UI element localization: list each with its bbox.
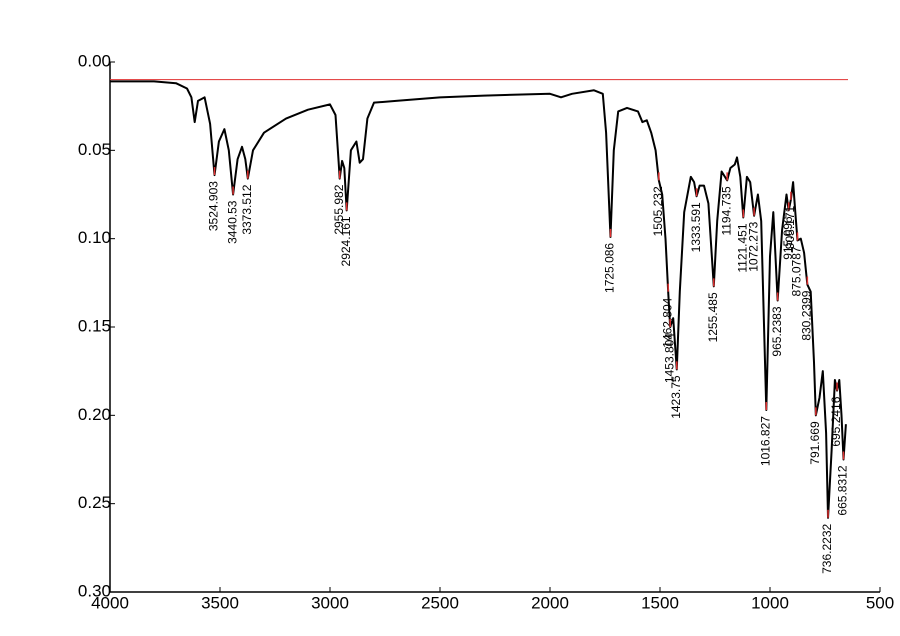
y-tick-label: 0.00 (78, 51, 111, 70)
x-tick-label: 4000 (91, 593, 129, 612)
y-tick-label: 0.25 (78, 493, 111, 512)
x-tick-label: 3000 (311, 593, 349, 612)
peak-label: 1333.591 (689, 202, 703, 252)
y-tick-label: 0.15 (78, 316, 111, 335)
peak-label: 1453.804 (662, 333, 676, 383)
peak-label: 3440.53 (225, 200, 239, 244)
peak-label: 915.096 (781, 216, 795, 260)
peak-label: 1462.804 (660, 297, 674, 347)
peak-label: 905.171 (783, 205, 797, 249)
y-tick-label: 0.20 (78, 405, 111, 424)
y-tick-label: 0.30 (78, 581, 111, 600)
peak-label: 875.0787 (790, 246, 804, 296)
peak-label: 3373.512 (240, 184, 254, 234)
peak-label: 965.2383 (770, 306, 784, 356)
peak-label: 3524.903 (207, 181, 221, 231)
x-tick-label: 2000 (531, 593, 569, 612)
x-tick-label: 1000 (751, 593, 789, 612)
x-tick-label: 500 (866, 593, 894, 612)
peak-label: 1505.232 (651, 186, 665, 236)
x-tick-label: 3500 (201, 593, 239, 612)
spectrum-line (110, 80, 847, 519)
peak-label: 1725.086 (603, 243, 617, 293)
peak-label: 1072.273 (746, 221, 760, 271)
peak-label: 830.2399 (800, 290, 814, 340)
peak-label: 2955.982 (332, 184, 346, 234)
peak-label: 2924.161 (339, 216, 353, 266)
y-tick-label: 0.10 (78, 228, 111, 247)
x-tick-label: 2500 (421, 593, 459, 612)
peak-label: 1121.451 (735, 223, 749, 272)
peak-label: 1194.735 (719, 186, 733, 235)
peak-label: 695.2416 (829, 396, 843, 446)
peak-label: 736.2232 (820, 523, 834, 573)
x-tick-label: 1500 (641, 593, 679, 612)
peak-label: 1016.827 (758, 416, 772, 466)
y-tick-label: 0.05 (78, 140, 111, 159)
peak-label: 1255.485 (706, 292, 720, 342)
peak-label: 791.669 (808, 421, 822, 465)
peak-label: 665.8312 (836, 465, 850, 515)
peak-label: 1423.75 (669, 375, 683, 419)
